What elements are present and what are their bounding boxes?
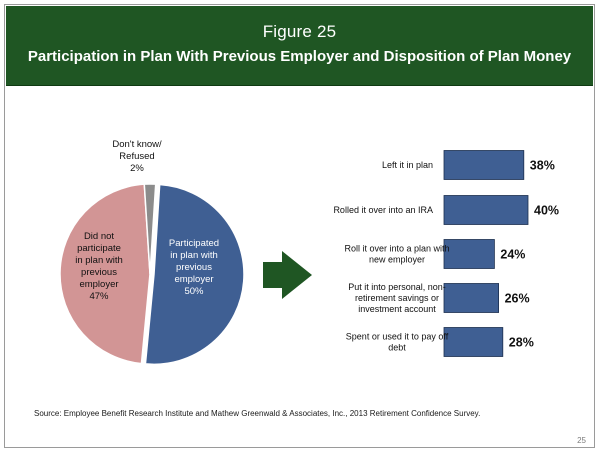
bar-2 [443, 195, 529, 225]
bar-value-label-1: 38% [530, 159, 555, 173]
pie-slice-participated [144, 183, 245, 366]
bar-5 [443, 327, 504, 357]
page-number: 25 [577, 436, 586, 445]
source-note: Source: Employee Benefit Research Instit… [34, 409, 481, 418]
figure-header: Figure 25 Participation in Plan With Pre… [6, 6, 593, 86]
pie-slice-participated-label: Participated in plan with previous employer… [169, 238, 219, 297]
pie-slice-did-not-participate [59, 183, 151, 365]
bar-3 [443, 239, 495, 269]
bar-value-label-5: 28% [509, 336, 534, 350]
bar-4 [443, 283, 499, 313]
figure-label: Figure 25 [262, 22, 337, 41]
bar-value-label-3: 24% [500, 248, 525, 262]
bar-category-label-2: Rolled it over into an IRA [333, 205, 433, 215]
pie-slice-did-not-participate-label: Did not participate in plan with previous em… [75, 231, 123, 302]
bar-chart: 38% Left it in plan 40% Rolled it over into… [333, 150, 559, 357]
bar-category-label-4: Put it into personal, non-retirement sav… [348, 282, 446, 314]
pie-slice-dont-know-label: Don't know/Refused 2% [112, 139, 162, 174]
pie-chart [59, 183, 245, 366]
figure-title: Participation in Plan With Previous Empl… [27, 48, 572, 65]
pie-slice-dont-know [143, 183, 157, 275]
bar-value-label-4: 26% [505, 292, 530, 306]
arrow-right-icon [263, 251, 312, 299]
bar-category-label-3: Roll it over into a plan with new employe… [344, 244, 449, 265]
bar-category-label-5: Spent or used it to pay off debt [346, 332, 449, 353]
pie-labels: Participated in plan with previous employer… [75, 139, 219, 302]
bar-1 [443, 150, 525, 180]
bar-value-label-2: 40% [534, 204, 559, 218]
bar-category-label-1: Left it in plan [382, 160, 433, 170]
